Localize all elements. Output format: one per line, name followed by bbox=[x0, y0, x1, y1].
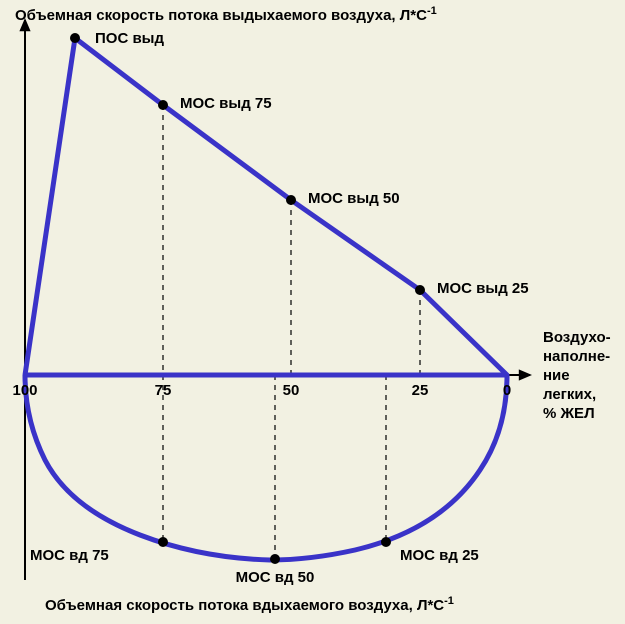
x-axis-label-line-4: % ЖЕЛ bbox=[543, 405, 595, 422]
x-axis-label-line-3: легких, bbox=[543, 386, 596, 403]
title-top: Объемная скорость потока выдыхаемого воз… bbox=[15, 5, 437, 24]
title-top-sup: -1 bbox=[427, 5, 437, 17]
x-tick-100: 100 bbox=[12, 382, 37, 399]
marker-mos75 bbox=[158, 100, 168, 110]
marker-label-mos50: МОС выд 50 bbox=[308, 190, 400, 207]
x-tick-25: 25 bbox=[412, 382, 429, 399]
marker-label-mos25: МОС выд 25 bbox=[437, 280, 529, 297]
x-axis-label-line-1: наполне- bbox=[543, 348, 610, 365]
x-tick-0: 0 bbox=[503, 382, 511, 399]
title-bottom: Объемная скорость потока вдыхаемого возд… bbox=[45, 595, 454, 614]
marker-label-mos75: МОС выд 75 bbox=[180, 95, 272, 112]
flow-volume-chart: ПОС выд МОС выд 75 МОС выд 50 МОС выд 25 МОС… bbox=[0, 0, 625, 624]
marker-vd50 bbox=[270, 554, 280, 564]
title-top-text: Объемная скорость потока выдыхаемого воз… bbox=[15, 7, 427, 24]
chart-background bbox=[0, 0, 625, 624]
marker-vd75 bbox=[158, 537, 168, 547]
marker-label-vd75: МОС вд 75 bbox=[30, 547, 109, 564]
x-axis-label-line-2: ние bbox=[543, 367, 570, 384]
title-bottom-sup: -1 bbox=[444, 595, 454, 607]
marker-pos bbox=[70, 33, 80, 43]
x-tick-75: 75 bbox=[155, 382, 172, 399]
marker-label-vd25: МОС вд 25 bbox=[400, 547, 479, 564]
x-axis-label-line-0: Воздухо- bbox=[543, 329, 611, 346]
marker-mos50 bbox=[286, 195, 296, 205]
marker-label-vd50: МОС вд 50 bbox=[236, 569, 315, 586]
title-bottom-text: Объемная скорость потока вдыхаемого возд… bbox=[45, 597, 444, 614]
marker-vd25 bbox=[381, 537, 391, 547]
x-tick-50: 50 bbox=[283, 382, 300, 399]
chart-svg: ПОС выд МОС выд 75 МОС выд 50 МОС выд 25 МОС… bbox=[0, 0, 625, 624]
marker-label-pos: ПОС выд bbox=[95, 30, 164, 47]
marker-mos25 bbox=[415, 285, 425, 295]
